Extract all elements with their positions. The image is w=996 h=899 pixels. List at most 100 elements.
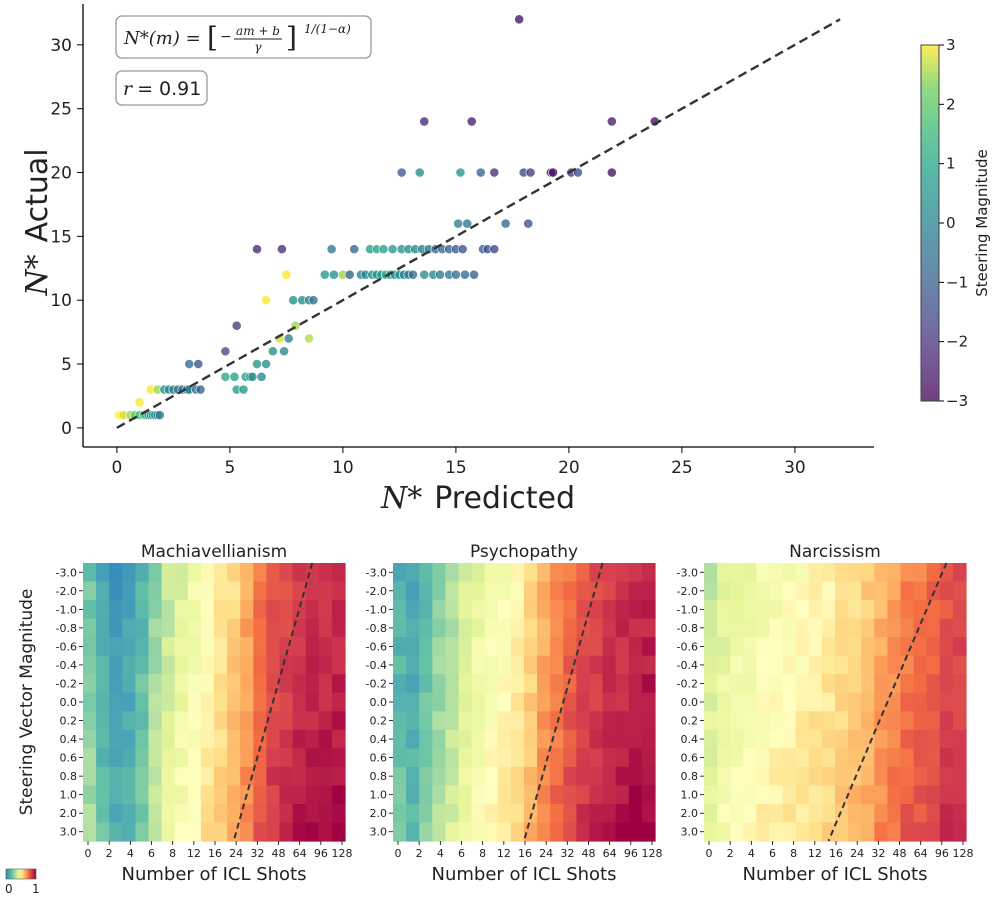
col-tick-label: 12 xyxy=(187,847,201,860)
heatmap-cell xyxy=(458,748,473,768)
col-tick-label: 64 xyxy=(603,847,617,860)
heatmap-cell xyxy=(83,785,97,805)
col-tick-label: 24 xyxy=(850,847,864,860)
row-tick-label: 0.2 xyxy=(681,715,699,728)
heatmap-cell xyxy=(135,581,150,601)
heatmap-cell xyxy=(939,785,954,805)
heatmap-cell xyxy=(887,655,902,675)
col-tick-label: 0 xyxy=(395,847,402,860)
heatmap-cell xyxy=(187,822,202,842)
heatmap-cell xyxy=(602,711,617,731)
heatmap-cell xyxy=(122,581,136,601)
heatmap-cell xyxy=(266,822,281,842)
row-tick-label: -0.6 xyxy=(56,640,77,653)
heatmap-cell xyxy=(615,637,630,657)
heatmap-cell xyxy=(730,618,744,638)
heatmap-cell xyxy=(510,711,525,731)
data-point xyxy=(548,167,558,178)
heatmap-cell xyxy=(200,748,215,768)
heatmap-cell xyxy=(187,803,202,824)
heatmap-cell xyxy=(174,600,189,620)
row-tick-label: 0.4 xyxy=(681,733,699,746)
heatmap-cell xyxy=(900,711,915,731)
heatmap-cell xyxy=(782,637,797,657)
heatmap-cell xyxy=(305,785,320,805)
heatmap-cell xyxy=(432,748,446,768)
heatmap-cell xyxy=(704,637,718,657)
heatmap-cell xyxy=(861,692,875,712)
y-tick-label: 0 xyxy=(61,419,72,439)
heatmap-cell xyxy=(589,711,604,731)
heatmap-cell xyxy=(782,822,797,842)
data-point xyxy=(229,371,240,382)
heatmap-cell xyxy=(279,600,294,620)
heatmap-cell xyxy=(730,563,744,583)
heatmap-cell xyxy=(704,748,718,768)
heatmap-cell xyxy=(393,581,407,601)
heatmap-cell xyxy=(550,748,564,768)
heatmap-cell xyxy=(628,692,643,712)
heatmap-cell xyxy=(641,692,656,712)
heatmap-cell xyxy=(861,581,875,601)
heatmap-cell xyxy=(717,655,731,675)
scatter-points xyxy=(114,14,660,420)
heatmap-cell xyxy=(795,563,810,583)
data-point xyxy=(283,333,294,344)
heatmap-cell xyxy=(471,581,486,601)
heatmap-title: Narcissism xyxy=(789,542,881,562)
heatmap-title: Psychopathy xyxy=(470,542,578,562)
heatmap-cell xyxy=(795,692,810,712)
heatmap-cell xyxy=(484,563,499,583)
heatmap-cell xyxy=(109,674,123,694)
heatmap-cell xyxy=(174,766,189,786)
heatmap-cell xyxy=(96,692,110,712)
heatmap-cell xyxy=(458,785,473,805)
colorbar-label: Steering Magnitude xyxy=(973,149,991,296)
heatmap-cell xyxy=(266,581,281,601)
heatmap-cell xyxy=(200,711,215,731)
col-tick-label: 64 xyxy=(293,847,307,860)
heatmap-cell xyxy=(887,618,902,638)
heatmap-cell xyxy=(148,655,163,675)
heatmap-cell xyxy=(900,581,915,601)
heatmap-cell xyxy=(835,803,849,824)
row-tick-label: -0.6 xyxy=(677,640,698,653)
data-point xyxy=(457,244,468,255)
heatmap-cell xyxy=(926,655,941,675)
heatmap-cell xyxy=(432,766,446,786)
heatmap-cell xyxy=(704,692,718,712)
heatmap-cell xyxy=(730,803,744,824)
heatmap-cell xyxy=(641,618,656,638)
heatmap-cell xyxy=(524,748,538,768)
heatmap-cell xyxy=(615,655,630,675)
heatmap-cell xyxy=(704,655,718,675)
col-tick-label: 8 xyxy=(479,847,486,860)
heatmap-cell xyxy=(135,766,150,786)
heatmap-cell xyxy=(615,822,630,842)
row-tick-label: -0.4 xyxy=(366,659,387,672)
heatmap-cell xyxy=(848,581,862,601)
heatmap-cell xyxy=(704,600,718,620)
heatmap-cell xyxy=(717,766,731,786)
heatmap-cell xyxy=(122,785,136,805)
heatmap-cell xyxy=(497,803,512,824)
heatmap-cell xyxy=(406,655,420,675)
heatmap-cell xyxy=(717,692,731,712)
heatmap-cell xyxy=(537,822,551,842)
col-tick-label: 32 xyxy=(560,847,574,860)
heatmap-cell xyxy=(641,766,656,786)
heatmap-narcissism: Narcissism -3.0 -2.0 -1.0 -0.8 -0.6 -0.4 -0.2 0.… xyxy=(677,542,974,885)
heatmap-cell xyxy=(939,600,954,620)
heatmap-cell xyxy=(240,600,254,620)
heatmap-cells xyxy=(393,563,656,842)
heatmap-cell xyxy=(497,618,512,638)
heatmap-cell xyxy=(174,637,189,657)
heatmap-cell xyxy=(432,618,446,638)
heatmap-cell xyxy=(122,655,136,675)
heatmap-cell xyxy=(135,785,150,805)
heatmap-cell xyxy=(524,766,538,786)
heatmap-cell xyxy=(187,563,202,583)
row-tick-label: -1.0 xyxy=(56,603,77,616)
heatmap-cell xyxy=(743,803,757,824)
heatmap-cell xyxy=(83,729,97,749)
